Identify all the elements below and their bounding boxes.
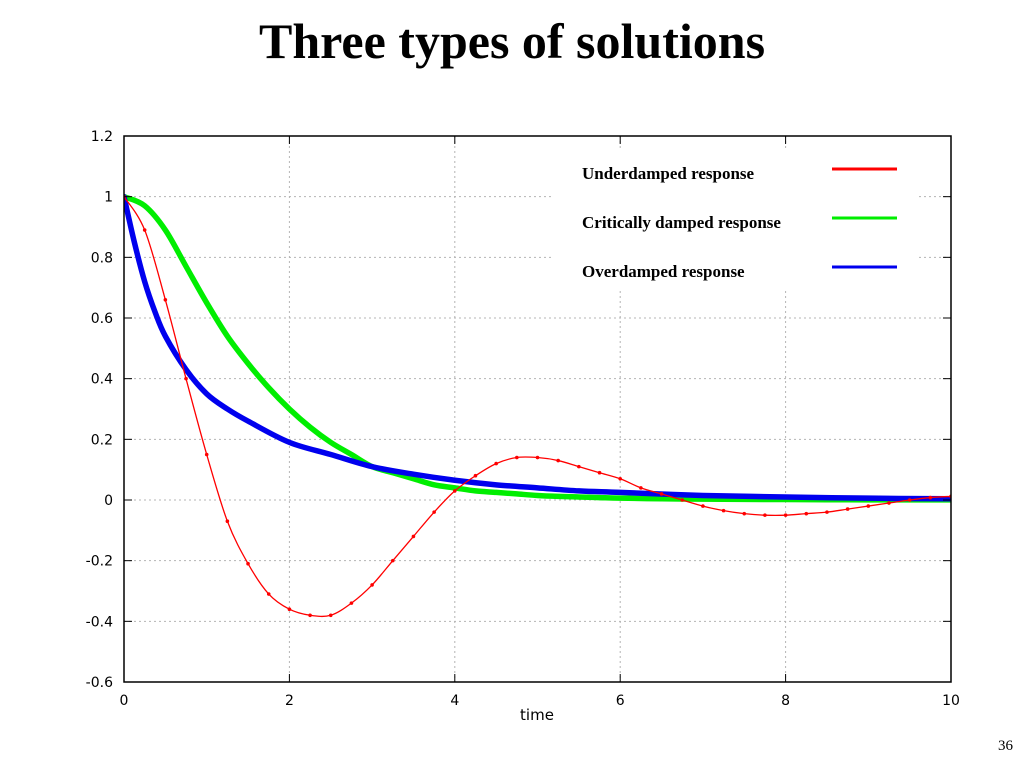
legend-label: Underdamped response [582,164,755,183]
series-line [124,196,951,618]
x-tick-label: 6 [616,693,625,709]
series-point [390,558,395,563]
series-point [142,228,147,232]
series-point [721,508,726,513]
x-tick-label: 10 [942,693,960,709]
series-point [246,561,250,566]
series-point [225,519,230,524]
legend: Underdamped response Critically damped re… [552,150,917,290]
series-point [349,601,354,605]
series-point [308,613,312,618]
series-point [639,486,643,490]
series-point [928,495,933,500]
legend-label: Critically damped response [582,213,781,232]
series-point [473,473,478,478]
series-point [887,501,891,505]
series-point [535,455,540,460]
series-point [577,464,581,469]
series-point [659,492,664,496]
series-point [907,498,912,502]
y-tick-label: 0.4 [91,372,113,388]
series-point [825,510,829,514]
slide-title: Three types of solutions [258,13,766,69]
series-layer [124,193,951,618]
series-point [204,452,209,457]
series-point [763,513,767,517]
series-point [411,534,416,539]
series-point [184,376,188,381]
x-tick-label: 4 [450,693,459,709]
series-point [453,489,457,493]
series-point [845,507,850,511]
series-point [328,613,333,618]
series-point [432,510,436,514]
series-point [370,583,374,587]
legend-label: Overdamped response [582,262,745,281]
y-tick-label: 0.8 [91,250,113,266]
y-tick-label: -0.4 [86,614,113,630]
x-tick-label: 2 [285,693,294,709]
series-point [804,511,809,516]
series-point [866,504,871,508]
series-point [287,607,292,611]
page-number: 36 [998,738,1013,754]
series-point [680,498,685,502]
series-point [515,455,519,460]
series-point [618,476,622,481]
series-point [783,513,788,517]
series-line [124,193,951,503]
series-point [266,592,271,596]
y-tick-label: -0.2 [86,554,113,570]
series-point [701,504,705,508]
plot-frame [123,135,952,683]
y-tick-label: 1 [104,190,113,206]
x-axis-label: time [520,706,554,724]
y-tick-label: 0 [104,493,113,509]
series-point [494,461,498,466]
y-tick-label: -0.6 [86,675,113,691]
series-point [597,470,602,475]
series-point [556,458,560,463]
series-line [124,193,951,502]
series-point [163,298,168,302]
y-tick-label: 1.2 [91,129,113,145]
y-tick-label: 0.2 [91,432,113,448]
x-tick-label: 8 [781,693,790,709]
x-tick-label: 0 [120,693,129,709]
series-point [742,511,747,516]
ticks: -0.6 -0.4 -0.2 0 0.2 0.4 0.6 0.8 1 1.2 0 2 4 6 8 10 [86,129,960,709]
y-tick-label: 0.6 [91,311,113,327]
